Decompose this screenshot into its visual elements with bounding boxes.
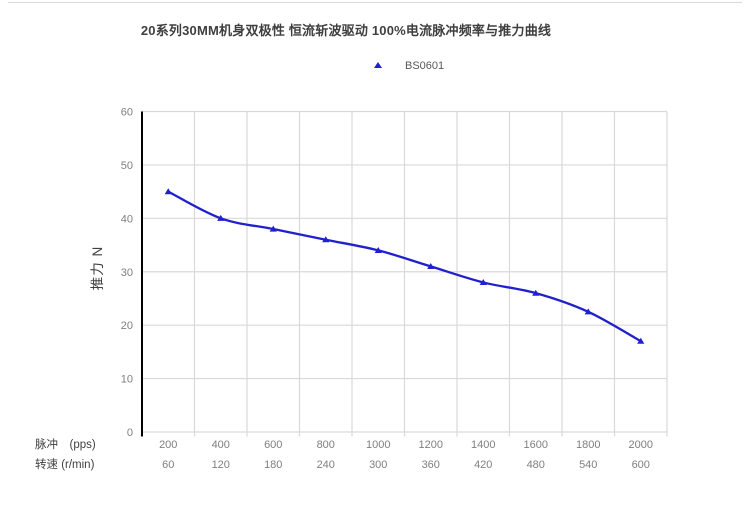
svg-text:180: 180 (264, 459, 282, 471)
svg-text:30: 30 (121, 267, 133, 279)
x-axis-row-label-rpm: 转速 (r/min) (35, 459, 95, 471)
svg-text:40: 40 (121, 213, 133, 225)
chart-frame-top-border (8, 2, 742, 3)
svg-text:60: 60 (162, 459, 174, 471)
svg-text:1800: 1800 (576, 439, 600, 451)
legend: BS0601 (357, 59, 444, 72)
svg-text:400: 400 (212, 439, 230, 451)
svg-text:2000: 2000 (629, 439, 653, 451)
legend-triangle-marker-icon (374, 62, 382, 68)
svg-text:600: 600 (632, 459, 650, 471)
svg-text:800: 800 (317, 439, 335, 451)
svg-text:540: 540 (579, 459, 597, 471)
svg-text:20: 20 (121, 320, 133, 332)
svg-text:300: 300 (369, 459, 387, 471)
svg-text:1600: 1600 (524, 439, 548, 451)
svg-text:480: 480 (527, 459, 545, 471)
x-axis-row-label-pps: 脉冲 (pps) (35, 439, 96, 451)
svg-text:50: 50 (121, 160, 133, 172)
svg-text:420: 420 (474, 459, 492, 471)
legend-label: BS0601 (405, 59, 445, 72)
svg-text:200: 200 (159, 439, 177, 451)
svg-text:1000: 1000 (366, 439, 390, 451)
svg-text:0: 0 (127, 427, 133, 439)
svg-text:10: 10 (121, 374, 133, 386)
svg-text:60: 60 (121, 107, 133, 119)
svg-text:360: 360 (422, 459, 440, 471)
svg-text:1200: 1200 (419, 439, 443, 451)
legend-series-line-icon (357, 59, 399, 72)
svg-text:600: 600 (264, 439, 282, 451)
chart-title: 20系列30MM机身双极性 恒流斩波驱动 100%电流脉冲频率与推力曲线 (140, 23, 552, 38)
svg-text:240: 240 (317, 459, 335, 471)
svg-text:1400: 1400 (471, 439, 495, 451)
svg-text:120: 120 (212, 459, 230, 471)
